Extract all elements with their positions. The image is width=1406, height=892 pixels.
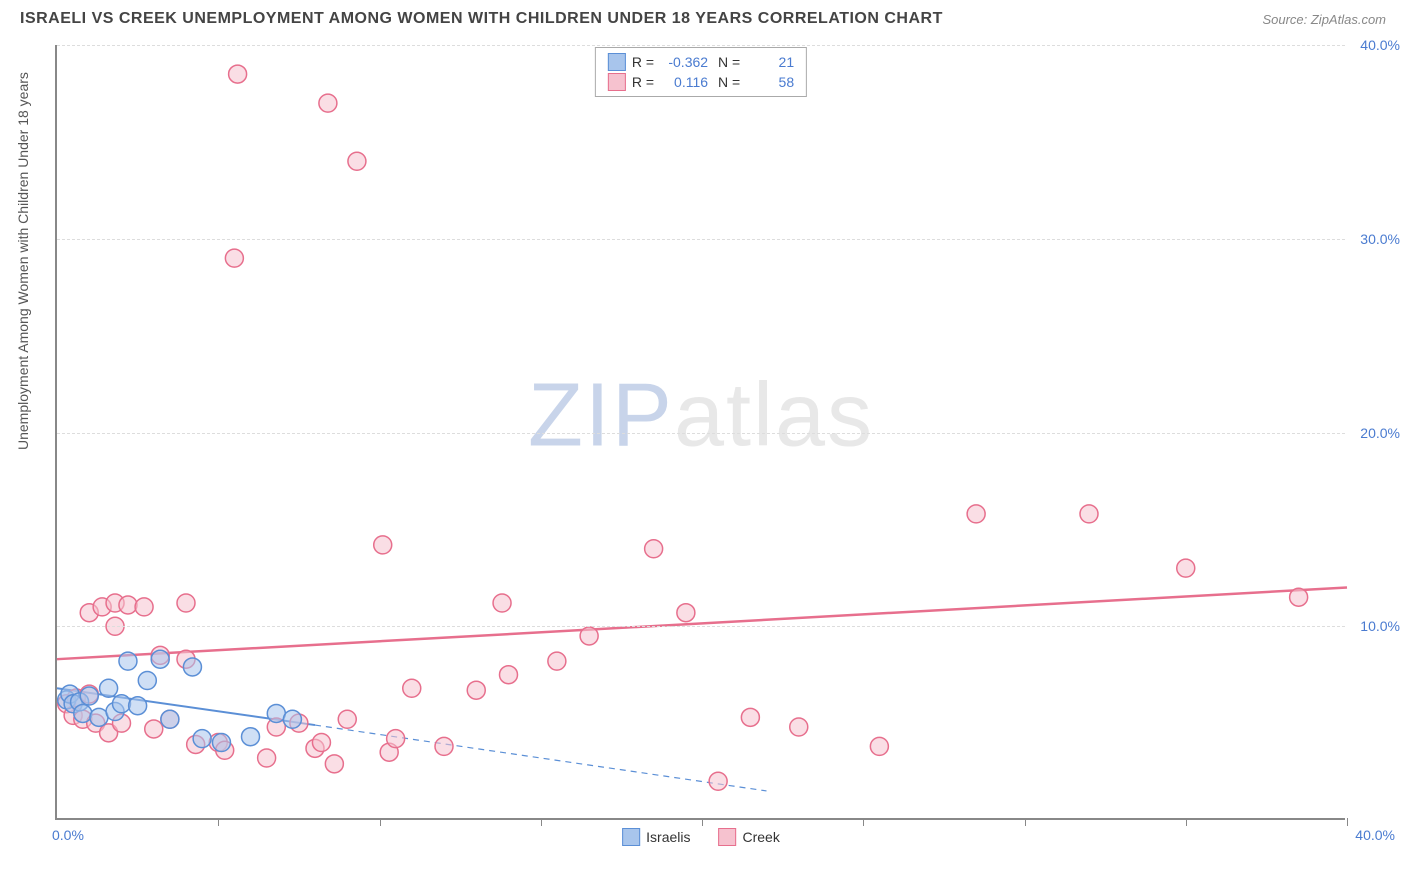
legend-item-creek: Creek [719,828,780,846]
series-legend: Israelis Creek [622,828,780,846]
grid-line [57,626,1345,627]
plot-area: ZIPatlas R = -0.362 N = 21 R = 0.116 N =… [55,45,1345,820]
x-axis-max-label: 40.0% [1355,827,1395,843]
legend-item-israelis: Israelis [622,828,690,846]
x-tick [380,818,381,826]
legend-row-creek: R = 0.116 N = 58 [608,72,794,92]
y-axis-label: Unemployment Among Women with Children U… [15,72,31,450]
x-tick [541,818,542,826]
y-tick-label: 20.0% [1360,425,1400,441]
legend-label-creek: Creek [743,829,780,845]
chart-title: ISRAELI VS CREEK UNEMPLOYMENT AMONG WOME… [20,10,943,28]
legend-swatch-israelis [622,828,640,846]
header-bar: ISRAELI VS CREEK UNEMPLOYMENT AMONG WOME… [0,0,1406,33]
r-value-israelis: -0.362 [660,54,708,70]
legend-row-israelis: R = -0.362 N = 21 [608,52,794,72]
swatch-israelis [608,53,626,71]
correlation-legend: R = -0.362 N = 21 R = 0.116 N = 58 [595,47,807,97]
source-attribution: Source: ZipAtlas.com [1262,12,1386,27]
n-value-creek: 58 [746,74,794,90]
x-axis-min-label: 0.0% [52,827,84,843]
x-tick [218,818,219,826]
y-tick-label: 10.0% [1360,618,1400,634]
x-tick [863,818,864,826]
y-tick-label: 30.0% [1360,231,1400,247]
x-tick [1025,818,1026,826]
chart-container: ZIPatlas R = -0.362 N = 21 R = 0.116 N =… [55,45,1385,845]
grid-line [57,239,1345,240]
r-value-creek: 0.116 [660,74,708,90]
legend-swatch-creek [719,828,737,846]
y-tick-label: 40.0% [1360,37,1400,53]
swatch-creek [608,73,626,91]
grid-line [57,433,1345,434]
legend-label-israelis: Israelis [646,829,690,845]
x-tick [702,818,703,826]
n-value-israelis: 21 [746,54,794,70]
grid-line [57,45,1345,46]
x-tick [1347,818,1348,826]
x-tick [1186,818,1187,826]
